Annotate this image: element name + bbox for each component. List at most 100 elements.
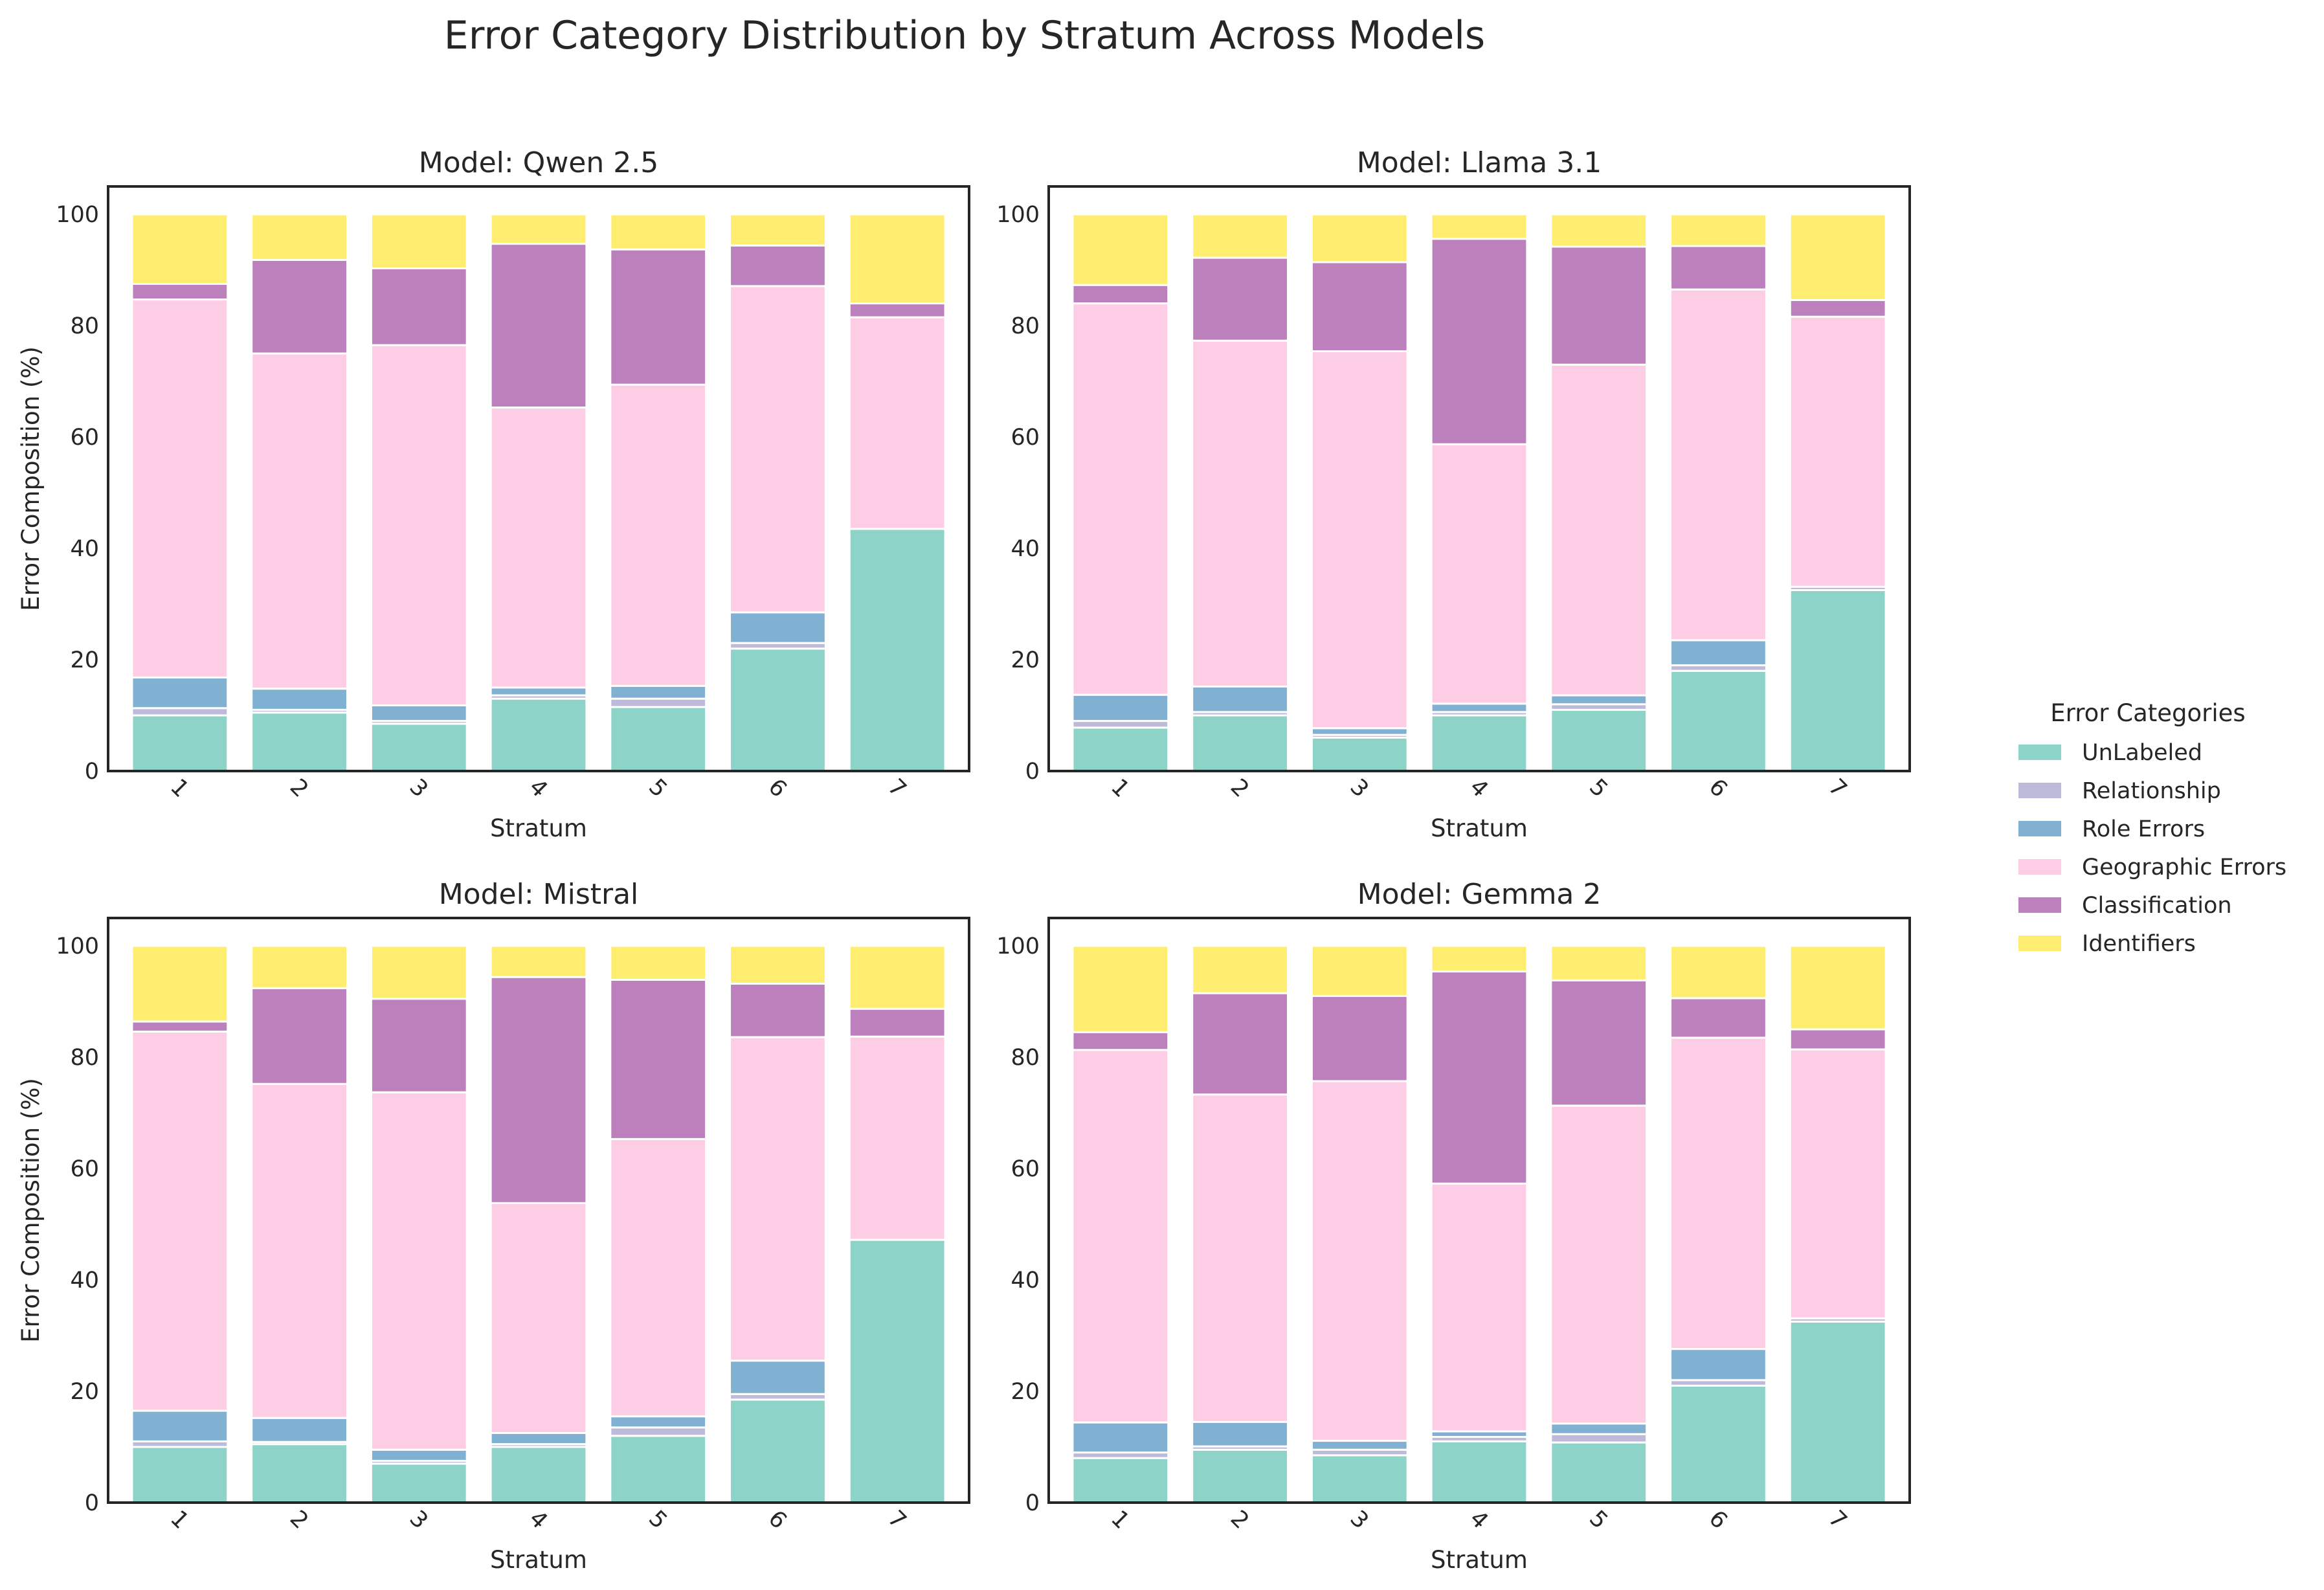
bar-identifiers-stratum-6 <box>729 945 827 985</box>
panel-1-frame <box>107 185 970 772</box>
panel-2-title: Model: Llama 3.1 <box>1357 146 1602 179</box>
legend-label-geographic-errors: Geographic Errors <box>2082 855 2286 880</box>
bar-geographic-errors-stratum-3 <box>370 344 468 707</box>
bar-identifiers-stratum-5 <box>609 945 708 981</box>
bar-unlabeled-stratum-7 <box>1789 1321 1887 1504</box>
y-tick-label: 20 <box>1011 1379 1040 1405</box>
bar-classification-stratum-1 <box>1071 1031 1170 1051</box>
bar-identifiers-stratum-5 <box>1550 213 1648 248</box>
bar-classification-stratum-7 <box>848 1007 946 1038</box>
bar-identifiers-stratum-4 <box>1430 945 1528 973</box>
y-tick-label: 80 <box>70 313 99 339</box>
bar-identifiers-stratum-7 <box>1789 213 1887 301</box>
bar-unlabeled-stratum-2 <box>251 1443 348 1504</box>
bar-geographic-errors-stratum-5 <box>609 383 708 687</box>
bar-identifiers-stratum-2 <box>1191 945 1289 994</box>
bar-unlabeled-stratum-4 <box>1430 714 1528 772</box>
bar-geographic-errors-stratum-1 <box>131 298 229 679</box>
y-tick-label: 0 <box>85 759 99 785</box>
bar-role-errors-stratum-3 <box>370 704 468 722</box>
bar-identifiers-stratum-2 <box>251 213 348 262</box>
legend-swatch-geographic-errors <box>2018 859 2061 875</box>
bar-geographic-errors-stratum-6 <box>1670 1036 1767 1350</box>
bar-role-errors-stratum-2 <box>1191 1420 1289 1448</box>
bar-role-errors-stratum-6 <box>1670 1348 1767 1382</box>
bar-unlabeled-stratum-6 <box>729 1398 827 1504</box>
bar-classification-stratum-2 <box>1191 992 1289 1096</box>
bar-classification-stratum-7 <box>1789 1028 1887 1051</box>
bar-relationship-stratum-5 <box>1550 1433 1648 1444</box>
panel-1-y-label: Error Composition (%) <box>17 346 45 611</box>
y-tick-label: 100 <box>996 202 1040 228</box>
bar-unlabeled-stratum-4 <box>1430 1440 1528 1504</box>
panel-1-title: Model: Qwen 2.5 <box>419 146 658 179</box>
y-tick-label: 60 <box>70 425 99 451</box>
bar-geographic-errors-stratum-2 <box>251 352 348 690</box>
bar-identifiers-stratum-7 <box>848 945 946 1010</box>
y-tick-label: 40 <box>1011 536 1040 562</box>
bar-identifiers-stratum-6 <box>729 213 827 247</box>
bar-identifiers-stratum-2 <box>1191 213 1289 259</box>
legend-swatch-classification <box>2018 897 2061 913</box>
bar-role-errors-stratum-5 <box>609 1415 708 1429</box>
bar-identifiers-stratum-1 <box>131 945 229 1023</box>
bar-identifiers-stratum-5 <box>1550 945 1648 981</box>
panel-4-frame <box>1047 917 1911 1504</box>
bar-geographic-errors-stratum-7 <box>1789 315 1887 588</box>
bar-identifiers-stratum-4 <box>1430 213 1528 240</box>
bar-identifiers-stratum-6 <box>1670 213 1767 247</box>
y-tick-label: 20 <box>70 1379 99 1405</box>
bar-classification-stratum-2 <box>1191 256 1289 342</box>
bar-identifiers-stratum-7 <box>1789 945 1887 1031</box>
legend-label-unlabeled: UnLabeled <box>2082 740 2202 766</box>
bar-geographic-errors-stratum-6 <box>729 285 827 614</box>
bar-geographic-errors-stratum-1 <box>131 1030 229 1412</box>
legend-swatch-relationship <box>2018 783 2061 798</box>
bar-classification-stratum-5 <box>609 978 708 1140</box>
bar-role-errors-stratum-6 <box>1670 639 1767 667</box>
bar-role-errors-stratum-1 <box>131 677 229 710</box>
bar-classification-stratum-3 <box>1310 261 1409 353</box>
bar-unlabeled-stratum-2 <box>1191 1448 1289 1504</box>
bar-role-errors-stratum-6 <box>729 1360 827 1395</box>
bar-geographic-errors-stratum-4 <box>1430 1182 1528 1433</box>
bar-role-errors-stratum-2 <box>251 1416 348 1443</box>
bar-classification-stratum-3 <box>370 998 468 1093</box>
bar-classification-stratum-2 <box>251 259 348 355</box>
y-tick-label: 60 <box>1011 1156 1040 1182</box>
bar-classification-stratum-4 <box>1430 238 1528 445</box>
bar-classification-stratum-1 <box>131 1020 229 1033</box>
bar-unlabeled-stratum-1 <box>1071 1457 1170 1504</box>
legend: Error Categories UnLabeled Relationship Ro… <box>2018 699 2286 957</box>
bar-classification-stratum-6 <box>1670 997 1767 1039</box>
bar-classification-stratum-6 <box>729 244 827 287</box>
bar-relationship-stratum-5 <box>609 697 708 708</box>
bar-geographic-errors-stratum-3 <box>1310 350 1409 730</box>
y-tick-label: 100 <box>56 202 99 228</box>
bar-unlabeled-stratum-7 <box>1789 589 1887 772</box>
bar-unlabeled-stratum-3 <box>1310 736 1409 772</box>
panel-4-x-label: Stratum <box>1431 1546 1528 1574</box>
panel-1-x-label: Stratum <box>490 814 587 842</box>
bar-classification-stratum-6 <box>1670 245 1767 291</box>
bar-role-errors-stratum-1 <box>1071 693 1170 722</box>
y-tick-label: 20 <box>1011 647 1040 673</box>
bar-identifiers-stratum-4 <box>489 213 588 245</box>
bar-unlabeled-stratum-3 <box>370 722 468 772</box>
bar-classification-stratum-4 <box>489 243 588 409</box>
bar-unlabeled-stratum-3 <box>1310 1454 1409 1504</box>
bar-geographic-errors-stratum-4 <box>1430 443 1528 705</box>
bar-identifiers-stratum-3 <box>370 945 468 1000</box>
bar-role-errors-stratum-5 <box>1550 1422 1648 1435</box>
bar-identifiers-stratum-3 <box>1310 213 1409 263</box>
bar-classification-stratum-1 <box>1071 284 1170 305</box>
bar-role-errors-stratum-5 <box>1550 694 1648 706</box>
bar-unlabeled-stratum-7 <box>848 1238 946 1504</box>
bar-classification-stratum-5 <box>609 248 708 386</box>
bar-geographic-errors-stratum-6 <box>1670 288 1767 642</box>
bar-unlabeled-stratum-5 <box>609 1435 708 1504</box>
bar-unlabeled-stratum-6 <box>1670 1384 1767 1504</box>
bar-relationship-stratum-5 <box>609 1426 708 1437</box>
bar-geographic-errors-stratum-2 <box>1191 339 1289 688</box>
